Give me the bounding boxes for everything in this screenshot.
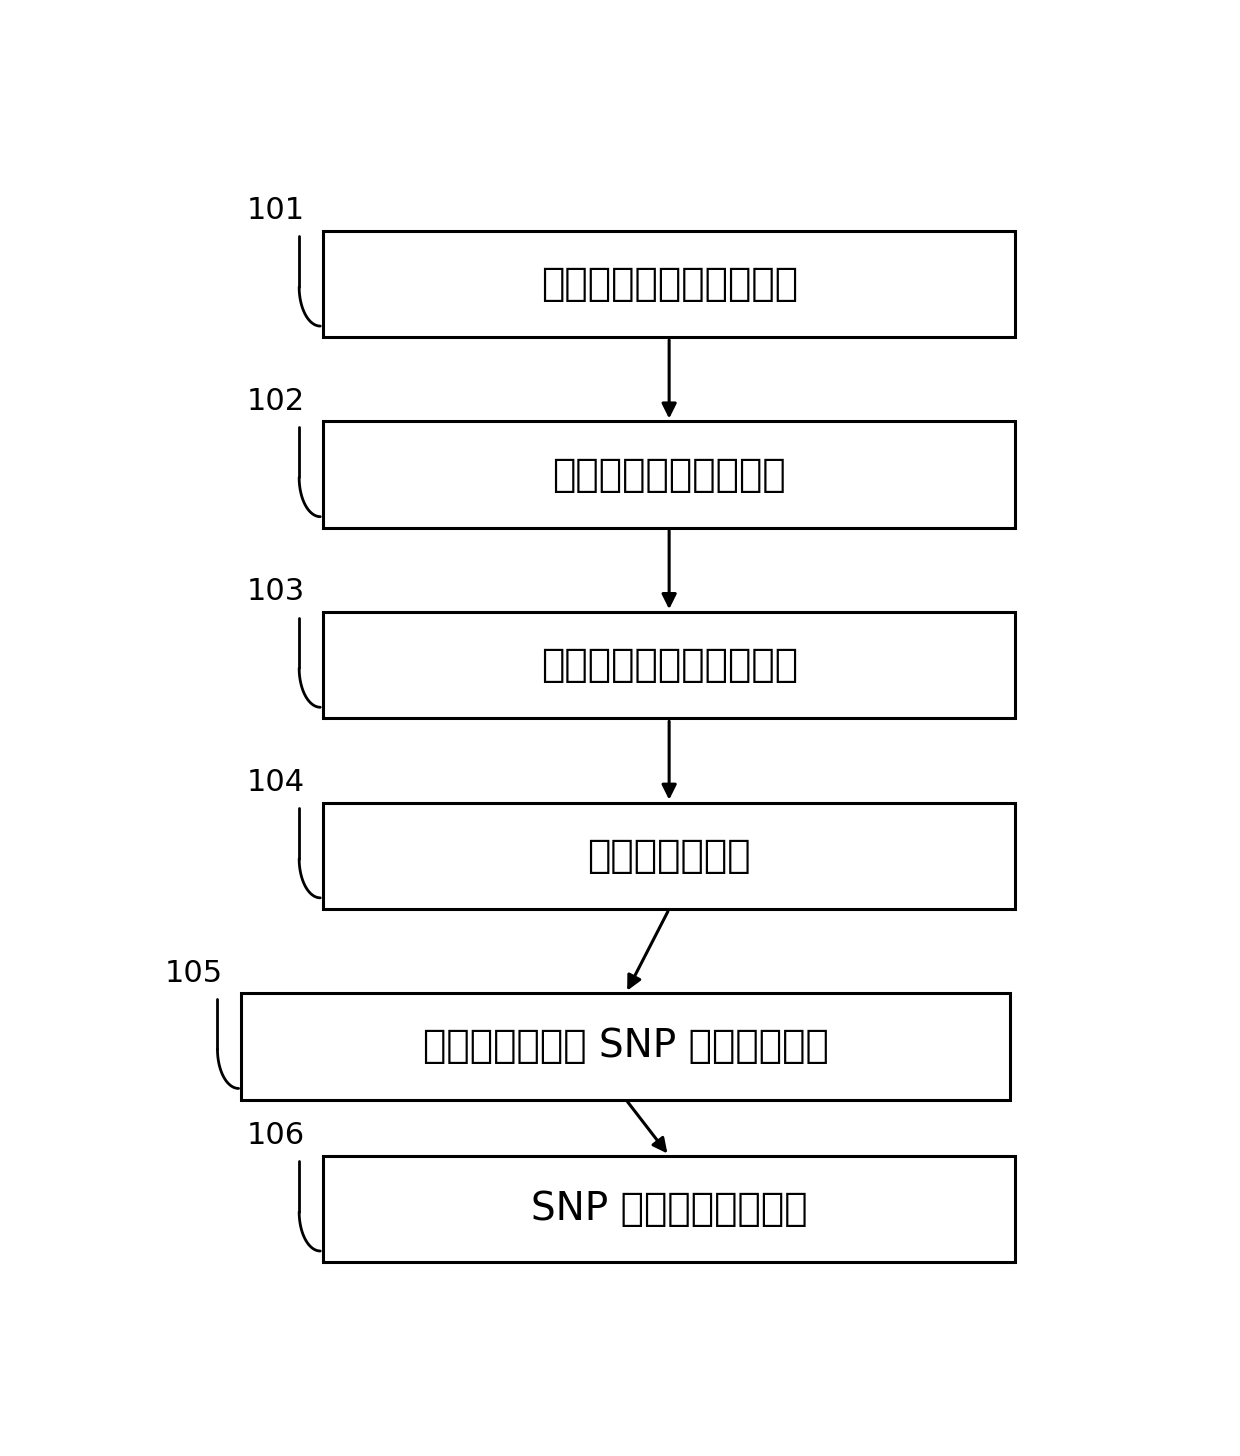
Text: 外显子加权分値计算步骤: 外显子加权分値计算步骤 [541, 646, 797, 684]
Text: 105: 105 [165, 958, 223, 987]
Text: 检测拷贝数变异 SNP 位点设计步骤: 检测拷贝数变异 SNP 位点设计步骤 [423, 1028, 828, 1066]
Text: 外显子突变概率统计步骤: 外显子突变概率统计步骤 [541, 265, 797, 303]
Bar [324, 802, 1016, 909]
Text: 外显子打分和初筛步骤: 外显子打分和初筛步骤 [552, 456, 786, 494]
Bar [324, 421, 1016, 529]
Text: 101: 101 [247, 197, 304, 226]
Text: 103: 103 [247, 578, 305, 606]
Text: 106: 106 [247, 1121, 304, 1150]
Text: 104: 104 [247, 767, 304, 796]
Bar [324, 230, 1016, 338]
Bar [242, 993, 1011, 1099]
Bar [324, 1156, 1016, 1262]
Text: 102: 102 [247, 387, 304, 416]
Bar [324, 612, 1016, 718]
Text: SNP 质控位点设计步骤: SNP 质控位点设计步骤 [531, 1190, 807, 1227]
Text: 外显子筛选步骤: 外显子筛选步骤 [588, 837, 751, 875]
